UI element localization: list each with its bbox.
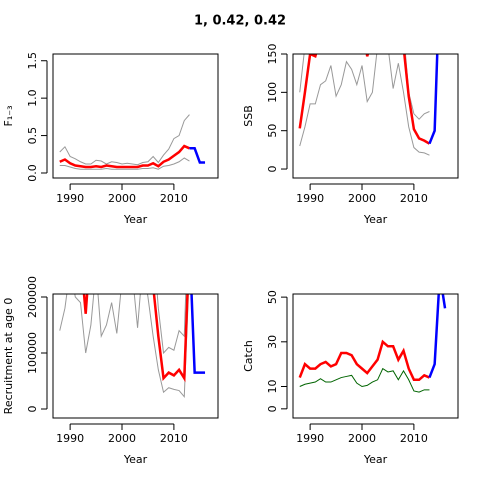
- x-axis-label: Year: [123, 213, 148, 226]
- y-tick-label: 0: [266, 166, 279, 173]
- x-axis-label: Year: [363, 213, 388, 226]
- y-tick-label: 50: [266, 290, 279, 304]
- series-line: [299, 54, 430, 156]
- x-tick-label: 2010: [160, 192, 188, 205]
- panel: 1990 2000 2010 0 100000 200000 Year Recruitment…: [2, 276, 219, 466]
- y-tick-label: 0.5: [26, 127, 39, 145]
- series-line: [298, 339, 430, 382]
- y-tick-label: 10: [266, 379, 279, 393]
- plot-box: [292, 53, 459, 179]
- x-tick-label: 1990: [296, 192, 324, 205]
- y-tick-label: 0: [26, 406, 39, 413]
- x-tick-label: 2000: [108, 432, 136, 445]
- series-line: [189, 147, 206, 164]
- y-axis-label: Catch: [242, 340, 255, 372]
- x-tick-label: 2000: [348, 432, 376, 445]
- panel: 1990 2000 2010 0 10 30 50 Year Catch: [242, 290, 459, 466]
- y-tick-label: 200000: [26, 276, 39, 318]
- y-tick-label: 50: [266, 124, 279, 138]
- y-tick-label: 0: [266, 405, 279, 412]
- y-tick-label: 1.0: [26, 89, 39, 107]
- series-line: [428, 294, 447, 379]
- x-tick-label: 2000: [348, 192, 376, 205]
- plot-box: [52, 53, 219, 179]
- series-line: [190, 294, 206, 374]
- series-line: [59, 144, 190, 169]
- series-line: [59, 114, 190, 166]
- series-line: [156, 294, 187, 355]
- x-axis-label: Year: [363, 453, 388, 466]
- x-tick-label: 1990: [296, 432, 324, 445]
- series-line: [59, 294, 189, 398]
- series-line: [428, 54, 439, 145]
- x-tick-label: 1990: [56, 432, 84, 445]
- series-line: [299, 367, 430, 393]
- y-tick-label: 100: [266, 82, 279, 103]
- x-tick-label: 2010: [400, 432, 428, 445]
- plot-box: [292, 293, 459, 419]
- series-line: [82, 294, 189, 383]
- panel: 1990 2000 2010 0 50 100 150 Year SSB: [242, 44, 459, 226]
- series-line: [298, 54, 431, 145]
- series-line: [59, 157, 190, 170]
- figure-title: 1, 0.42, 0.42: [194, 14, 286, 29]
- x-tick-label: 2000: [108, 192, 136, 205]
- x-axis-label: Year: [123, 453, 148, 466]
- y-tick-label: 30: [266, 335, 279, 349]
- y-axis-label: SSB: [242, 105, 255, 127]
- y-axis-label: F₁₋₃: [2, 106, 15, 127]
- x-tick-label: 2010: [400, 192, 428, 205]
- y-axis-label: Recruitment at age 0: [2, 298, 15, 415]
- panel: 1990 2000 2010 0.0 0.5 1.0 1.5 Year F₁₋₃: [2, 52, 219, 226]
- x-tick-label: 1990: [56, 192, 84, 205]
- y-tick-label: 100000: [26, 332, 39, 374]
- plot-box: [52, 293, 219, 419]
- y-tick-label: 0.0: [26, 164, 39, 182]
- y-tick-label: 1.5: [26, 52, 39, 70]
- x-tick-label: 2010: [160, 432, 188, 445]
- y-tick-label: 150: [266, 44, 279, 65]
